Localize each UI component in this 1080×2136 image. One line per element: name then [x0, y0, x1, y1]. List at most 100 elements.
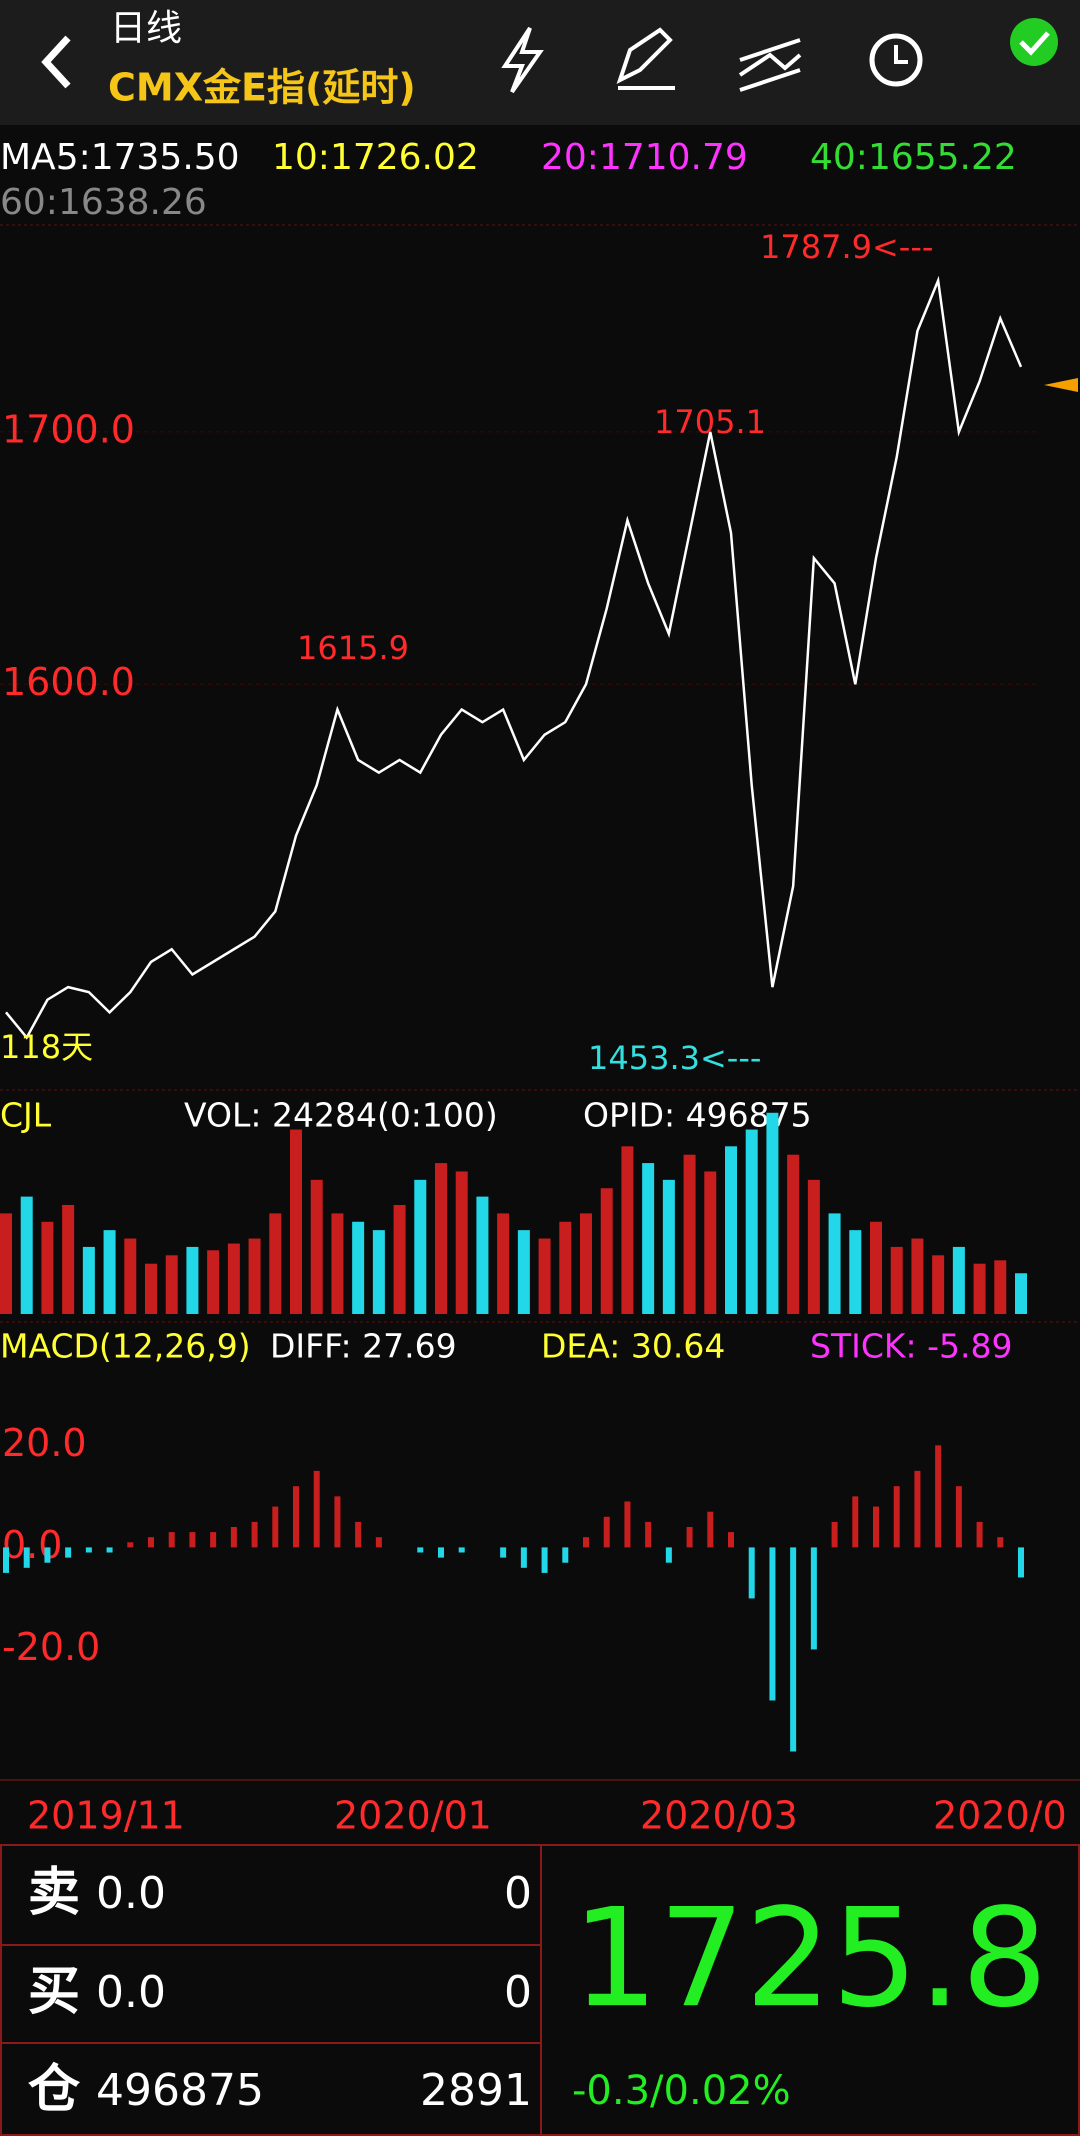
volume-bar [559, 1221, 572, 1314]
macd-stick [230, 1526, 237, 1548]
macd-stick [500, 1547, 507, 1558]
volume-bar [435, 1163, 447, 1314]
macd-stick [562, 1547, 569, 1563]
volume-bar [62, 1205, 75, 1314]
row-label: 仓 [28, 2060, 81, 2120]
back-button[interactable] [41, 35, 71, 89]
volume-bar [580, 1213, 592, 1314]
y-tick-label: 20.0 [2, 1421, 87, 1465]
date-label: 2020/0 [933, 1794, 1067, 1838]
macd-stick [23, 1547, 30, 1568]
volume-bar [828, 1213, 841, 1314]
volume-bar [662, 1179, 675, 1314]
macd-stick [189, 1532, 196, 1548]
volume-bar [248, 1238, 261, 1314]
volume-bar [352, 1221, 365, 1314]
macd-stick [458, 1547, 465, 1553]
macd-label: DEA: 30.64 [541, 1327, 725, 1366]
macd-stick [355, 1521, 362, 1548]
macd-stick [873, 1506, 879, 1548]
macd-label: STICK: -5.89 [810, 1327, 1013, 1366]
y-tick-label: -20.0 [2, 1625, 100, 1669]
volume-bar [41, 1221, 54, 1314]
macd-stick [168, 1532, 175, 1548]
volume-bar [165, 1255, 178, 1314]
volume-bar [973, 1263, 986, 1314]
ma-label: MA5:1735.50 [0, 137, 240, 178]
macd-stick [85, 1547, 92, 1553]
y-tick-label: 1700.0 [2, 407, 135, 451]
row-qty: 0 [504, 1868, 532, 1919]
volume-bar [911, 1238, 924, 1314]
volume-bar [372, 1230, 385, 1314]
row-qty: 2891 [420, 2065, 532, 2116]
volume-bar [1015, 1273, 1027, 1314]
period: 日线 [110, 8, 182, 49]
volume-bar [849, 1230, 862, 1314]
macd-stick [1018, 1547, 1024, 1578]
macd-stick [686, 1526, 693, 1548]
macd-stick [603, 1516, 610, 1548]
price-pointer [1044, 378, 1078, 392]
volume-label: VOL: 24284(0:100) [184, 1096, 498, 1135]
macd-stick [831, 1521, 838, 1548]
volume-bar [476, 1196, 489, 1314]
volume-bar [538, 1238, 551, 1314]
macd-stick [417, 1547, 424, 1553]
ma-label: 10:1726.02 [272, 137, 479, 178]
last-price: 1725.8 [572, 1880, 1048, 2038]
volume-bar [642, 1163, 655, 1314]
clock-hand [894, 45, 908, 64]
macd-stick [272, 1506, 279, 1548]
volume-bar [683, 1154, 696, 1314]
line-icon[interactable] [738, 38, 802, 92]
volume-bar [103, 1230, 116, 1314]
macd-stick [810, 1547, 817, 1650]
volume-bar [497, 1213, 510, 1314]
draw-icon[interactable] [616, 27, 675, 90]
annotation: 1615.9 [297, 629, 409, 667]
volume-bar [290, 1129, 302, 1314]
volume-bar [393, 1205, 406, 1314]
macd-stick [665, 1547, 672, 1563]
macd-stick [914, 1470, 921, 1548]
volume-bar [186, 1246, 199, 1314]
volume-bar [745, 1129, 758, 1314]
ma-label: 40:1655.22 [810, 137, 1017, 178]
macd-label: DIFF: 27.69 [270, 1327, 457, 1366]
macd-stick [624, 1501, 631, 1548]
symbol: CMX金E指(延时) [108, 66, 416, 110]
clock-icon[interactable] [869, 33, 923, 87]
check-icon[interactable] [1010, 18, 1058, 66]
macd-label: MACD(12,26,9) [0, 1327, 251, 1366]
price-line [5, 275, 1023, 1040]
macd-stick [44, 1547, 51, 1563]
volume-bar [414, 1179, 427, 1314]
macd-stick [541, 1547, 548, 1573]
volume-bar [807, 1179, 820, 1314]
volume-bar [766, 1112, 779, 1314]
flash-icon[interactable] [501, 26, 544, 94]
volume-bar [331, 1213, 344, 1314]
volume-bar [787, 1154, 800, 1314]
y-tick-label: 1600.0 [2, 660, 135, 704]
volume-bar [124, 1238, 137, 1314]
macd-stick [893, 1486, 900, 1548]
volume-bar [952, 1246, 965, 1314]
volume-bar [269, 1213, 282, 1314]
volume-bar [994, 1260, 1007, 1314]
macd-stick [293, 1486, 299, 1548]
macd-stick [790, 1547, 797, 1752]
macd-stick [935, 1445, 942, 1548]
volume-bar [704, 1171, 717, 1314]
volume-bar [0, 1213, 12, 1314]
annotation: 1705.1 [654, 403, 766, 441]
price-change: -0.3/0.02% [572, 2068, 791, 2114]
macd-stick [707, 1511, 714, 1548]
volume-bar [870, 1221, 882, 1314]
macd-stick [65, 1547, 72, 1558]
date-label: 2020/03 [640, 1794, 798, 1838]
macd-stick [148, 1537, 154, 1548]
